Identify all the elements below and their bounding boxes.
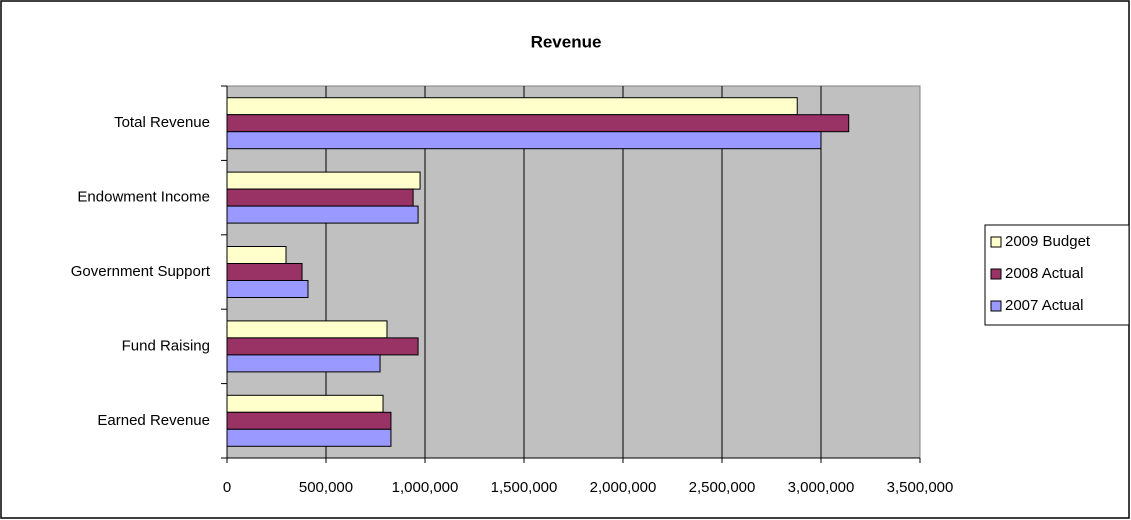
- bar: [226, 354, 381, 373]
- bar: [226, 114, 850, 133]
- bar: [226, 428, 392, 447]
- bar: [226, 411, 392, 430]
- y-tick-label: Earned Revenue: [97, 412, 210, 429]
- bar: [226, 337, 419, 356]
- y-tick-label: Government Support: [71, 263, 211, 280]
- legend-swatch: [990, 300, 1002, 312]
- bar: [226, 246, 287, 264]
- bar: [226, 394, 384, 413]
- bar: [226, 188, 414, 207]
- x-tick-label: 2,000,000: [590, 479, 657, 496]
- legend-label: 2008 Actual: [1005, 265, 1083, 282]
- x-tick-label: 3,000,000: [788, 479, 855, 496]
- legend-box: [984, 224, 1130, 326]
- bar: [226, 205, 419, 224]
- x-tick-label: 500,000: [299, 479, 353, 496]
- legend-swatch: [990, 236, 1002, 248]
- y-tick-label: Total Revenue: [114, 114, 210, 131]
- bar: [226, 320, 388, 339]
- x-tick-label: 0: [223, 479, 231, 496]
- legend-swatch: [990, 268, 1002, 280]
- x-tick-label: 3,500,000: [887, 479, 954, 496]
- bar: [226, 97, 798, 116]
- y-tick-label: Fund Raising: [122, 337, 210, 354]
- x-tick-label: 1,000,000: [392, 479, 459, 496]
- bar: [226, 280, 309, 298]
- legend-label: 2009 Budget: [1005, 233, 1091, 250]
- bar: [226, 131, 822, 150]
- bar: [226, 263, 303, 281]
- chart-title: Revenue: [531, 32, 602, 51]
- bar: [226, 171, 421, 190]
- legend-label: 2007 Actual: [1005, 297, 1083, 314]
- x-tick-label: 2,500,000: [689, 479, 756, 496]
- y-tick-label: Endowment Income: [77, 189, 210, 206]
- x-tick-label: 1,500,000: [491, 479, 558, 496]
